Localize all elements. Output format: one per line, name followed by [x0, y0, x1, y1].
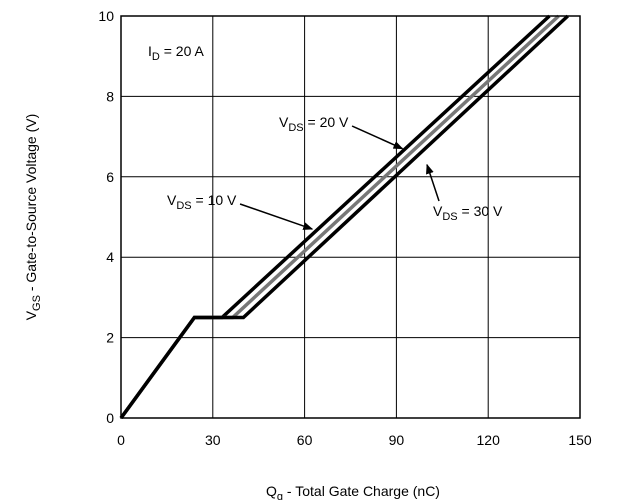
y-tick-label: 6 [106, 169, 114, 185]
annotation-vds-10v: VDS = 10 V [167, 192, 237, 212]
y-tick-label: 8 [106, 88, 114, 104]
y-tick-label: 10 [98, 8, 114, 24]
annotation-arrow-3 [426, 163, 440, 202]
x-tick-label: 150 [568, 432, 592, 448]
annotation-vds-20v: VDS = 20 V [279, 114, 349, 134]
x-tick-label: 90 [389, 432, 405, 448]
y-tick-label: 2 [106, 330, 114, 346]
x-axis-title: Qg - Total Gate Charge (nC) [266, 483, 440, 500]
x-tick-label: 0 [117, 432, 125, 448]
plot-frame [120, 15, 581, 419]
x-tick-label: 30 [205, 432, 221, 448]
annotation-drain-current: ID = 20 A [148, 43, 204, 63]
annotation-arrow-2 [239, 203, 314, 230]
series-line-vds-30v [119, 14, 569, 420]
annotation-arrows [239, 125, 440, 230]
annotation-arrow-1 [351, 125, 404, 150]
annotation-vds-30v: VDS = 30 V [433, 203, 503, 223]
y-tick-label: 4 [106, 249, 114, 265]
series-group [119, 14, 569, 420]
y-axis-title: VGS - Gate-to-Source Voltage (V) [23, 114, 43, 321]
x-tick-label: 60 [297, 432, 313, 448]
y-tick-label: 0 [106, 410, 114, 426]
tick-labels: 0 30 60 90 120 150 0 2 4 6 8 10 [98, 8, 591, 448]
x-tick-label: 120 [477, 432, 501, 448]
